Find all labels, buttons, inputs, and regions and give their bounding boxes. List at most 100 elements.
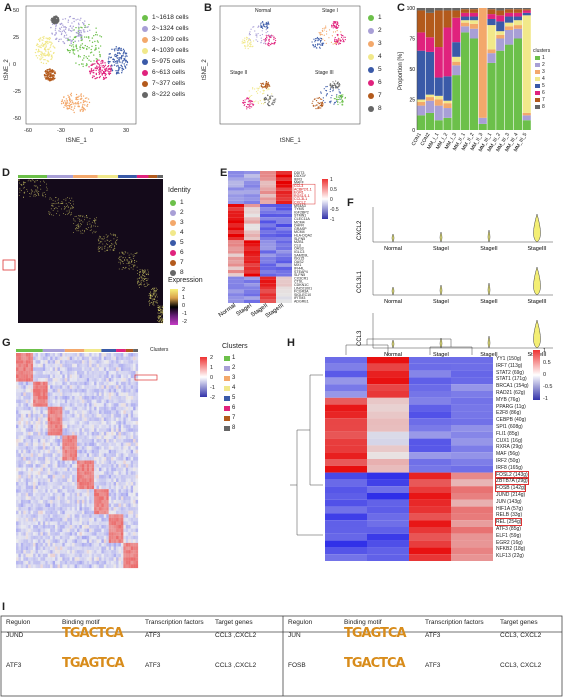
heatmap-cell <box>35 374 39 379</box>
heatmap-cell <box>35 417 39 422</box>
heatmap-cell <box>47 363 51 368</box>
heatmap-cell <box>98 250 100 252</box>
tsne-point <box>336 39 338 41</box>
heatmap-cell <box>61 201 63 202</box>
heatmap-cell <box>84 216 86 218</box>
heatmap-cell <box>67 446 70 450</box>
tsne-point <box>121 62 123 64</box>
heatmap-cell <box>159 319 161 321</box>
tsne-point <box>100 36 103 38</box>
heatmap-cell <box>106 464 109 468</box>
heatmap-cell <box>125 413 129 418</box>
heatmap-cell <box>67 367 70 372</box>
tsne-point <box>89 40 91 42</box>
heatmap-cell <box>107 235 108 237</box>
heatmap-cell <box>72 496 75 501</box>
panel-d-legend-item: 2 <box>170 209 184 216</box>
heatmap-cell <box>260 233 276 237</box>
heatmap-cell <box>96 460 100 465</box>
tsne-point <box>342 101 344 103</box>
heatmap-cell <box>120 410 124 415</box>
panel-d-legend-item: 8 <box>170 269 184 276</box>
heatmap-cell <box>40 399 43 404</box>
heatmap-cell <box>24 181 26 183</box>
tsne-point <box>61 30 64 32</box>
heatmap-cell <box>123 360 126 364</box>
heatmap-cell <box>59 367 63 372</box>
heatmap-cell <box>50 403 53 407</box>
heatmap-cell <box>130 478 134 483</box>
tsne-point <box>339 98 341 101</box>
tsne-point <box>315 104 317 106</box>
legend-dot <box>170 219 176 226</box>
heatmap-cell <box>98 396 102 400</box>
tsne-point <box>61 32 63 34</box>
heatmap-cell <box>113 399 117 404</box>
heatmap-cell <box>99 250 100 252</box>
tsne-point <box>50 19 52 21</box>
heatmap-cell <box>135 360 139 364</box>
heatmap-cell <box>113 482 117 486</box>
heatmap-cell <box>31 190 33 192</box>
tsne-point <box>71 39 73 42</box>
bar-segment <box>425 51 434 95</box>
heatmap-cell <box>64 428 68 432</box>
heatmap-cell <box>72 406 75 411</box>
bar-segment <box>469 38 478 130</box>
heatmap-cell <box>30 356 34 361</box>
heatmap-cell <box>59 474 63 479</box>
heatmap-cell <box>74 510 78 515</box>
heatmap-cell <box>20 474 24 479</box>
heatmap-cell <box>69 464 73 468</box>
heatmap-cell <box>20 439 24 443</box>
heatmap-cell <box>86 421 90 425</box>
heatmap-cell <box>45 363 48 368</box>
tsne-point <box>45 62 48 65</box>
heatmap-cell <box>45 381 48 386</box>
heatmap-cell <box>156 301 158 303</box>
tsne-point <box>314 105 316 107</box>
heatmap-cell <box>52 353 56 357</box>
heatmap-cell <box>69 385 73 389</box>
heatmap-cell <box>96 482 100 486</box>
heatmap-cell <box>67 460 70 465</box>
panel-a-legend-item: 3~1209 cells <box>142 36 189 43</box>
heatmap-cell <box>111 485 114 490</box>
heatmap-cell <box>116 236 118 238</box>
heatmap-cell <box>82 232 84 234</box>
heatmap-cell <box>276 246 292 251</box>
panel-d-colorscale <box>170 289 178 325</box>
tsne-point <box>241 41 243 43</box>
heatmap-cell <box>79 396 82 400</box>
heatmap-cell <box>89 381 92 386</box>
tsne-point <box>77 26 80 28</box>
heatmap-cell <box>101 374 104 379</box>
heatmap-cell <box>20 360 24 364</box>
tsne-point <box>317 106 319 108</box>
heatmap-cell <box>59 482 63 486</box>
heatmap-cell <box>130 356 134 361</box>
heatmap-cell <box>59 203 61 204</box>
bar-segment <box>522 12 531 16</box>
heatmap-cell <box>92 232 94 234</box>
heatmap-cell <box>33 442 36 447</box>
heatmap-cell <box>135 499 139 504</box>
heatmap-cell <box>146 279 148 281</box>
heatmap-cell <box>158 317 159 319</box>
heatmap-cell <box>103 410 107 415</box>
heatmap-cell <box>45 410 48 415</box>
heatmap-cell <box>45 367 48 372</box>
heatmap-cell <box>20 421 24 425</box>
heatmap-cell <box>79 499 82 504</box>
heatmap-cell <box>121 268 123 270</box>
heatmap-cell <box>79 363 82 368</box>
heatmap-cell <box>118 499 122 504</box>
tsne-point <box>325 27 327 29</box>
heatmap-cell <box>125 370 129 375</box>
tsne-point <box>69 38 71 41</box>
heatmap-cell <box>62 396 65 400</box>
heatmap-cell <box>23 424 26 429</box>
heatmap-cell <box>57 442 61 447</box>
heatmap-cell <box>28 406 31 411</box>
tsne-point <box>334 26 336 28</box>
